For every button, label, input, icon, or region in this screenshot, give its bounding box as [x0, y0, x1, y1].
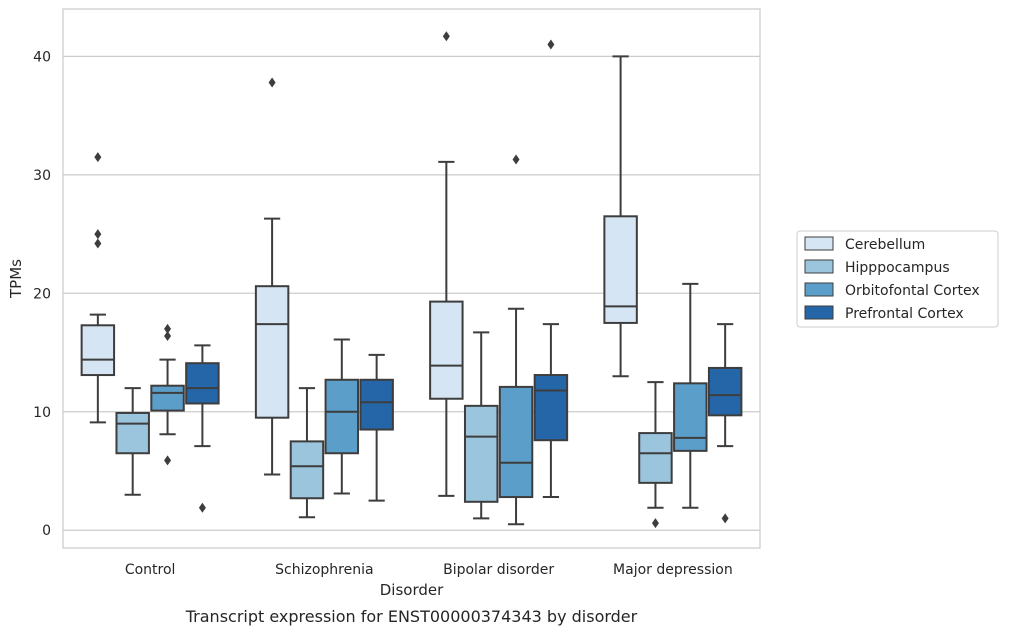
box-cerebellum — [254, 77, 290, 476]
x-tick-labels: Control Schizophrenia Bipolar disorder Majo… — [125, 562, 733, 578]
box-hipppocampus — [115, 387, 150, 496]
box-orbitofontal-cortex — [673, 282, 708, 509]
legend-entry-label: Hipppocampus — [845, 260, 950, 276]
box-iqr — [463, 404, 499, 503]
legend-swatch — [804, 236, 834, 251]
legend-entry-label: Cerebellum — [845, 237, 925, 253]
outlier-point — [164, 323, 172, 334]
chart-caption: Transcript expression for ENST0000037434… — [185, 607, 638, 626]
box-iqr — [707, 366, 743, 417]
y-axis-label: TPMs — [7, 259, 25, 299]
box-iqr — [254, 285, 290, 419]
y-tick-label: 20 — [33, 286, 51, 302]
outlier-point — [547, 39, 555, 50]
box-cerebellum — [80, 152, 116, 424]
legend-swatch — [804, 282, 834, 297]
box-prefrontal-cortex — [707, 323, 743, 524]
box-iqr — [115, 411, 150, 455]
box-prefrontal-cortex — [359, 353, 394, 502]
legend-entry-label: Prefrontal Cortex — [845, 306, 964, 322]
box-iqr — [429, 300, 464, 400]
box-hipppocampus — [289, 387, 325, 519]
box-iqr — [289, 440, 325, 500]
box-iqr — [359, 378, 394, 431]
outlier-point — [651, 518, 659, 529]
box-prefrontal-cortex — [185, 344, 220, 513]
box-iqr — [80, 324, 116, 377]
legend-frame — [796, 230, 999, 328]
box-iqr — [603, 215, 638, 324]
box-iqr — [185, 362, 220, 405]
outlier-point — [94, 229, 102, 240]
box-iqr — [673, 382, 708, 452]
box-prefrontal-cortex — [533, 39, 569, 499]
box-cerebellum — [603, 55, 638, 378]
outlier-point — [94, 152, 102, 163]
box-series-group — [80, 31, 743, 529]
box-orbitofontal-cortex — [150, 323, 185, 466]
y-tick-label: 30 — [33, 168, 51, 184]
box-hipppocampus — [463, 331, 499, 520]
x-tick-label: Major depression — [613, 562, 733, 578]
plot-area-frame — [62, 8, 761, 549]
box-orbitofontal-cortex — [324, 338, 360, 495]
outlier-point — [512, 154, 520, 165]
outlier-point — [268, 77, 276, 88]
box-cerebellum — [429, 31, 464, 497]
box-iqr — [150, 384, 185, 412]
outlier-point — [198, 502, 206, 513]
x-tick-label: Schizophrenia — [275, 562, 373, 578]
y-tick-label: 0 — [42, 523, 51, 539]
box-iqr — [498, 385, 534, 499]
outlier-point — [442, 31, 450, 42]
y-tick-label: 10 — [33, 405, 51, 421]
outlier-point — [94, 238, 102, 249]
x-tick-label: Bipolar disorder — [443, 562, 554, 578]
y-tick-label: 40 — [33, 49, 51, 65]
outlier-point — [164, 455, 172, 466]
outlier-point — [164, 330, 172, 341]
box-iqr — [638, 432, 673, 484]
x-axis-label: Disorder — [380, 581, 444, 599]
y-tick-labels: 0 10 20 30 40 — [33, 49, 51, 539]
box-hipppocampus — [638, 381, 673, 529]
box-orbitofontal-cortex — [498, 154, 534, 526]
x-tick-label: Control — [125, 562, 176, 578]
legend-swatch — [804, 305, 834, 320]
legend: Cerebellum Hipppocampus Orbitofontal Corte… — [796, 230, 999, 328]
grid-lines — [63, 55, 760, 531]
box-iqr — [533, 374, 569, 442]
legend-entry-label: Orbitofontal Cortex — [845, 283, 980, 299]
legend-swatch — [804, 259, 834, 274]
outlier-point — [721, 513, 729, 524]
box-iqr — [324, 378, 360, 455]
